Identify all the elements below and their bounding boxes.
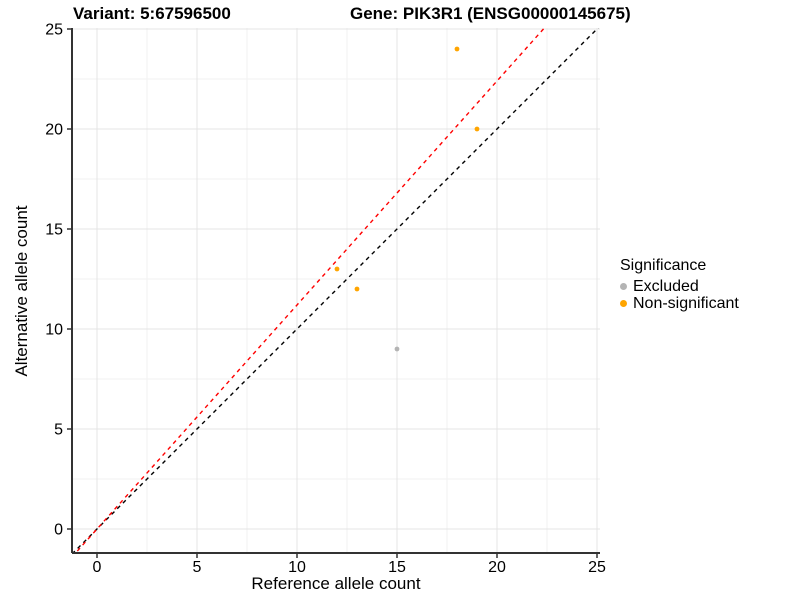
legend: Significance Excluded Non-significant <box>620 257 739 312</box>
legend-item-label: Excluded <box>633 278 699 295</box>
identity-line <box>72 28 599 553</box>
x-tick-label: 20 <box>488 559 506 576</box>
x-axis-title: Reference allele count <box>251 574 421 593</box>
legend-item: Non-significant <box>620 295 739 312</box>
y-axis-title: Alternative allele count <box>12 205 31 377</box>
legend-dot-icon <box>620 283 627 290</box>
x-tick-label: 10 <box>288 559 306 576</box>
data-point <box>354 286 360 292</box>
data-point <box>334 266 340 272</box>
legend-dot-icon <box>620 300 627 307</box>
y-tick-label: 15 <box>45 222 63 239</box>
y-tick-label: 20 <box>45 122 63 139</box>
legend-item-label: Non-significant <box>633 295 739 312</box>
data-point <box>474 126 480 132</box>
data-point <box>394 346 400 352</box>
y-tick-label: 5 <box>54 422 63 439</box>
variant-title: Variant: 5:67596500 <box>73 4 231 23</box>
x-tick-label: 0 <box>93 559 102 576</box>
x-tick-label: 25 <box>588 559 606 576</box>
x-tick-label: 15 <box>388 559 406 576</box>
legend-items: Excluded Non-significant <box>620 278 739 312</box>
y-tick-label: 10 <box>45 322 63 339</box>
data-point <box>454 46 460 52</box>
legend-item: Excluded <box>620 278 739 295</box>
y-tick-label: 25 <box>45 22 63 39</box>
y-tick-label: 0 <box>54 522 63 539</box>
x-tick-label: 5 <box>193 559 202 576</box>
gene-title: Gene: PIK3R1 (ENSG00000145675) <box>350 4 631 23</box>
legend-title: Significance <box>620 257 707 274</box>
